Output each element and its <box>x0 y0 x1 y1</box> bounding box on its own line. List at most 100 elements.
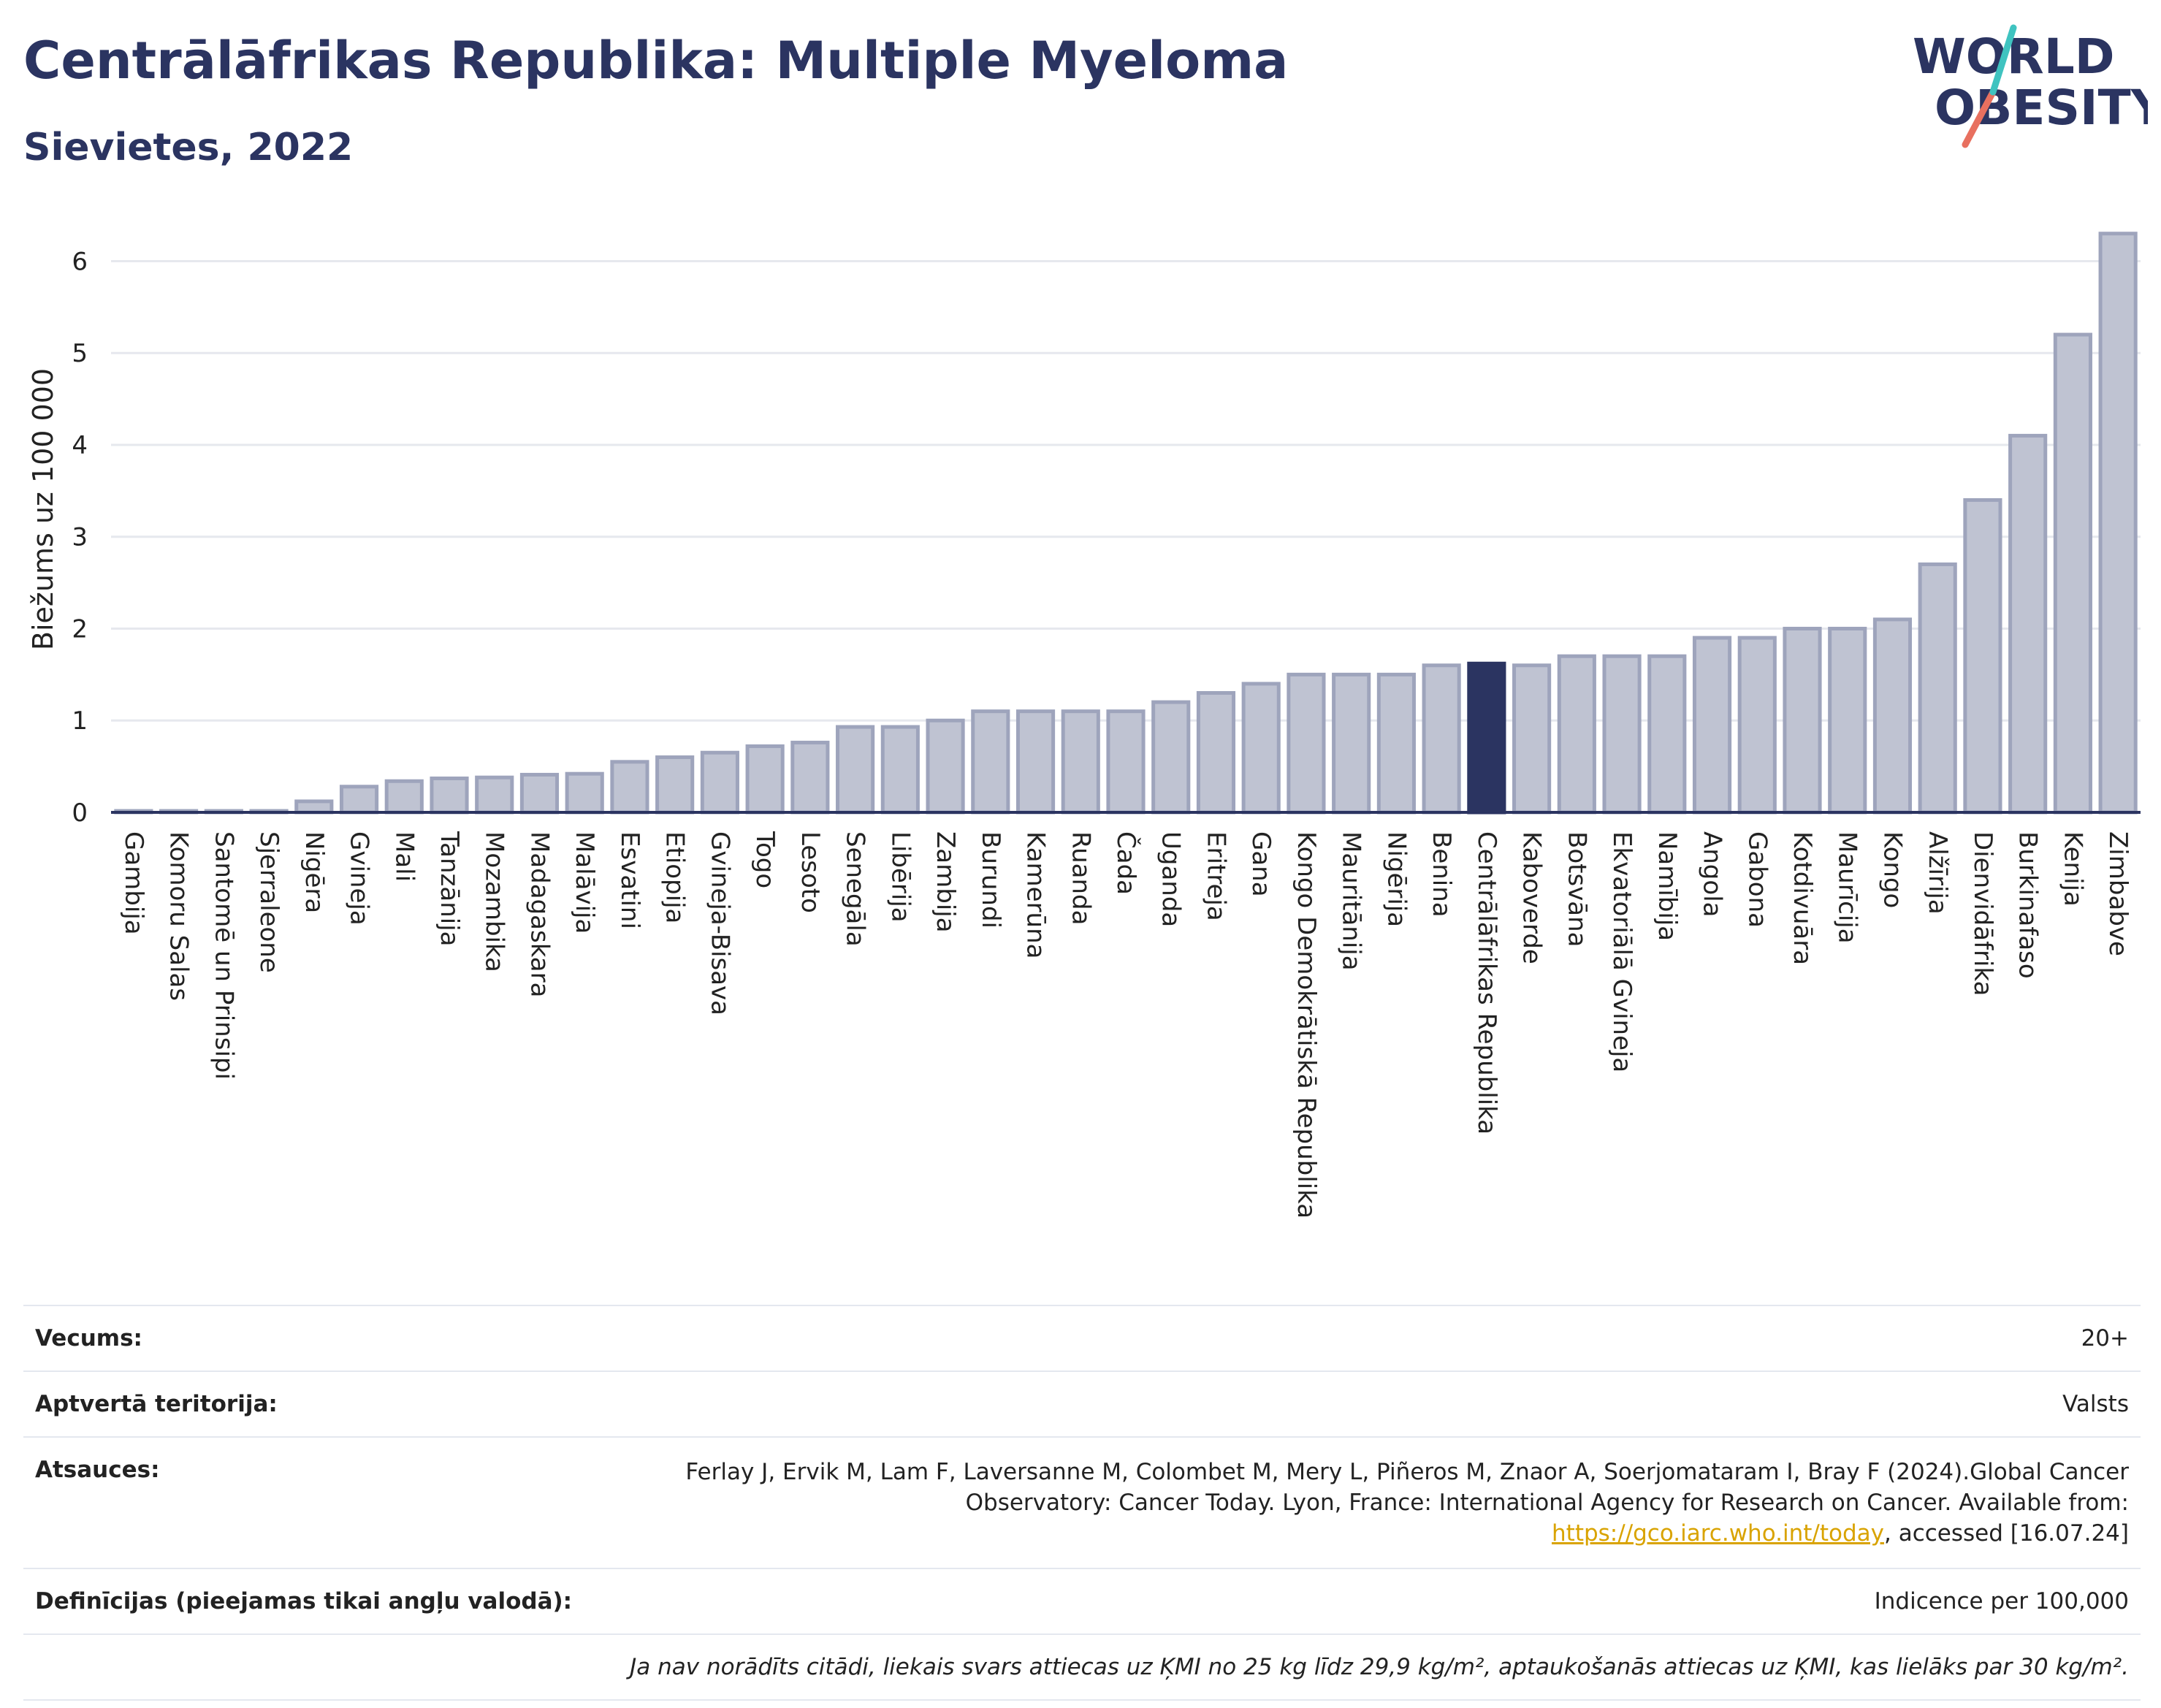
bar <box>971 709 1010 815</box>
bar <box>1241 682 1281 815</box>
x-tick-label: Alžīrija <box>1923 831 1952 915</box>
footnote: Ja nav norādīts citādi, liekais svars at… <box>630 1654 2129 1680</box>
x-tick-label: Nigēra <box>300 831 329 913</box>
x-tick-label: Angola <box>1698 831 1727 917</box>
x-tick-label: Zambija <box>931 831 960 933</box>
x-tick-label: Etiopija <box>660 831 690 923</box>
y-tick-label: 4 <box>72 431 88 460</box>
x-tick-label: Eritreja <box>1201 831 1230 921</box>
bar <box>1422 663 1461 815</box>
x-tick-label: Santomē un Prinsipi <box>209 831 238 1080</box>
logo-slash-red <box>1962 88 1997 148</box>
x-tick-label: Ekvatoriālā Gvineja <box>1607 831 1636 1072</box>
x-tick-label: Botsvāna <box>1562 831 1591 948</box>
bar <box>519 772 560 815</box>
bar <box>880 725 920 815</box>
info-row-definitions: Definīcijas (pieejamas tikai angļu valod… <box>23 1568 2141 1633</box>
x-tick-label: Togo <box>750 831 780 888</box>
bar <box>1692 636 1732 815</box>
references-link[interactable]: https://gco.iarc.who.int/today <box>1552 1520 1884 1547</box>
x-tick-label: Gambija <box>119 831 148 935</box>
info-row-age: Vecums: 20+ <box>23 1305 2141 1370</box>
x-tick-label: Esvatini <box>615 831 644 929</box>
bar <box>384 779 424 815</box>
bar <box>1196 691 1236 815</box>
bar <box>430 776 469 815</box>
bar <box>1061 709 1100 815</box>
definitions-label: Definīcijas (pieejamas tikai angļu valod… <box>35 1588 573 1614</box>
bar-chart: 0 1 2 3 4 5 6 Biežums uz 100 000 Gambija Komoru S… <box>27 232 2141 1219</box>
bar <box>1828 626 1867 815</box>
bar <box>1376 672 1416 815</box>
info-row-territory: Aptvertā teritorija: Valsts <box>23 1370 2141 1436</box>
x-tick-label: Kotdivuāra <box>1788 831 1817 965</box>
x-tick-label: Kaboverde <box>1517 831 1547 964</box>
bar <box>1918 562 1957 815</box>
bar <box>926 718 965 815</box>
x-tick-label: Libērija <box>885 831 915 923</box>
bar <box>2098 232 2138 815</box>
x-tick-label: Mauritānija <box>1337 831 1366 971</box>
x-tick-label: Gvineja-Bisava <box>705 831 734 1015</box>
bar <box>1287 672 1326 815</box>
bar <box>745 744 785 815</box>
definitions-value: Indicence per 100,000 <box>1874 1588 2129 1614</box>
bar <box>2053 332 2092 815</box>
bar <box>1151 700 1191 815</box>
x-tick-label: Kongo <box>1878 831 1907 908</box>
references-accessed: , accessed [16.07.24] <box>1883 1520 2129 1547</box>
x-tick-label: Lesoto <box>796 831 825 913</box>
bar <box>836 725 875 815</box>
page-title: Centrālāfrikas Republika: Multiple Myelo… <box>23 31 1289 91</box>
bar <box>610 760 649 815</box>
bar <box>1467 661 1506 815</box>
x-tick-label: Gvineja <box>345 831 374 926</box>
territory-value: Valsts <box>2062 1391 2129 1417</box>
y-tick-label: 1 <box>72 706 88 736</box>
bar <box>790 740 830 815</box>
bar <box>565 771 604 815</box>
x-tick-label: Ruanda <box>1066 831 1095 925</box>
bar <box>1872 617 1913 815</box>
x-tick-label: Komoru Salas <box>164 831 194 1001</box>
x-tick-label: Namībija <box>1653 831 1682 941</box>
bar <box>1647 654 1687 815</box>
world-obesity-logo: WORLD OBESITY <box>1913 24 2148 148</box>
x-tick-label: Kamerūna <box>1021 831 1051 958</box>
x-tick-label: Gana <box>1246 831 1276 897</box>
x-tick-label: Nigērija <box>1381 831 1411 927</box>
x-tick-label: Dienvidāfrika <box>1968 831 1997 996</box>
bar <box>1512 663 1552 815</box>
logo-line2: OBESITY <box>1935 80 2148 136</box>
page-subtitle: Sievietes, 2022 <box>23 126 354 169</box>
x-tick-label: Gabona <box>1742 831 1772 928</box>
x-tick-label: Sjerraleone <box>254 831 283 973</box>
x-tick-label: Malāvija <box>570 831 599 934</box>
x-tick-label: Burkinafaso <box>2013 831 2043 979</box>
bar <box>1557 654 1596 815</box>
y-axis-label: Biežums uz 100 000 <box>27 368 59 650</box>
x-tick-label: Madagaskara <box>525 831 554 997</box>
x-tick-label: Benina <box>1427 831 1456 918</box>
bar <box>1963 497 2002 815</box>
y-tick-label: 5 <box>72 339 88 368</box>
y-tick-label: 6 <box>72 247 88 276</box>
info-table: Vecums: 20+ Aptvertā teritorija: Valsts … <box>23 1305 2141 1701</box>
y-tick-label: 2 <box>72 614 88 644</box>
bar <box>1602 654 1642 815</box>
bar <box>1015 709 1056 815</box>
bar <box>1783 626 1822 815</box>
bar <box>475 775 514 815</box>
references-label: Atsauces: <box>35 1457 160 1483</box>
y-tick-label: 3 <box>72 523 88 552</box>
age-value: 20+ <box>2081 1325 2129 1351</box>
x-tick-label: Zimbabve <box>2103 831 2133 956</box>
x-tick-label: Uganda <box>1156 831 1186 927</box>
x-tick-label: Mozambika <box>480 831 509 972</box>
x-tick-label: Maurīcija <box>1833 831 1862 944</box>
bar <box>1106 709 1146 815</box>
y-tick-label: 0 <box>72 798 88 828</box>
x-tick-label: Centrālāfrikas Republika <box>1472 831 1501 1135</box>
x-tick-label: Tanzānija <box>435 831 464 946</box>
x-tick-label: Burundi <box>976 831 1005 929</box>
